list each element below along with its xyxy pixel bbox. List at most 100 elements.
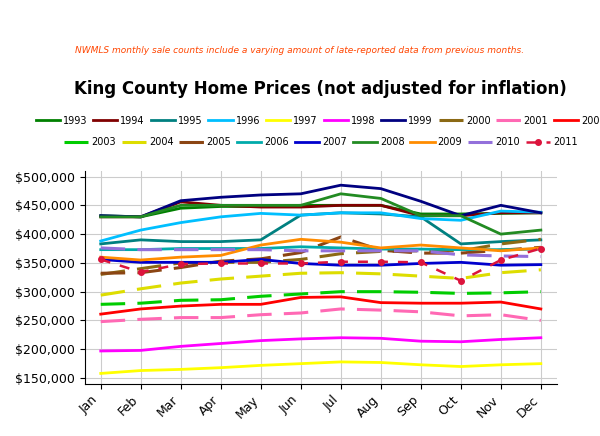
2011 [537,246,544,251]
2001 [257,312,265,317]
Line: 2003: 2003 [101,292,541,304]
2005 [97,271,104,276]
2009 [257,242,265,248]
2006 [177,246,184,251]
1997 [497,362,505,368]
2010 [257,247,265,252]
2007 [97,257,104,262]
2000 [377,249,385,254]
Line: 1995: 1995 [101,213,541,244]
1996 [537,210,544,215]
2006 [457,247,464,252]
2003 [297,291,304,296]
2000 [257,260,265,265]
2004 [257,273,265,279]
1998 [337,335,344,341]
2011 [257,261,265,266]
2004 [417,273,424,279]
1996 [217,214,224,219]
2011 [337,259,344,264]
1998 [537,335,544,341]
2000 [537,237,544,242]
Line: 2011: 2011 [98,246,544,283]
Line: 1993: 1993 [101,205,541,217]
2010 [537,254,544,259]
Line: 2000: 2000 [101,239,541,274]
2004 [137,286,145,291]
2008 [337,191,344,197]
1993 [457,211,464,217]
1994 [537,210,544,215]
2002 [177,303,184,309]
2002 [337,294,344,300]
2008 [257,203,265,208]
2008 [137,214,145,219]
1999 [177,198,184,203]
2003 [137,300,145,306]
2009 [297,237,304,242]
2010 [137,247,145,252]
1993 [257,204,265,209]
Line: 1999: 1999 [101,185,541,217]
1996 [497,208,505,214]
1996 [457,218,464,223]
1994 [97,214,104,219]
2006 [217,246,224,251]
1996 [177,220,184,225]
1997 [217,365,224,370]
2006 [537,246,544,252]
1998 [417,339,424,344]
1998 [137,348,145,353]
1999 [217,194,224,200]
2011 [497,257,505,262]
2010 [497,253,505,259]
2006 [497,247,505,252]
2001 [97,319,104,324]
2011 [457,278,464,283]
2001 [337,307,344,312]
1999 [457,213,464,218]
1999 [417,199,424,204]
2010 [377,248,385,253]
2003 [537,289,544,294]
Line: 2009: 2009 [101,239,541,260]
1993 [177,206,184,211]
2003 [337,289,344,294]
2008 [497,232,505,237]
2003 [97,302,104,307]
2006 [257,246,265,251]
1997 [457,364,464,369]
Line: 2001: 2001 [101,309,541,322]
2004 [337,270,344,275]
Line: 2007: 2007 [101,259,541,265]
2002 [257,302,265,307]
1993 [137,214,145,219]
Line: 2010: 2010 [101,248,541,256]
2011 [297,261,304,266]
2006 [97,247,104,252]
2007 [537,262,544,267]
2009 [417,242,424,248]
1994 [417,213,424,218]
1997 [257,363,265,368]
2002 [457,300,464,306]
1999 [137,214,145,219]
2000 [497,241,505,246]
2005 [497,248,505,253]
2011 [97,257,104,262]
2004 [377,271,385,276]
1994 [177,199,184,204]
2004 [217,276,224,282]
Line: 2004: 2004 [101,270,541,295]
1998 [217,341,224,346]
1997 [137,368,145,373]
2003 [377,289,385,294]
Line: 2008: 2008 [101,194,541,234]
1998 [377,336,385,341]
2000 [177,260,184,266]
1996 [137,228,145,233]
2006 [417,246,424,252]
1995 [377,211,385,217]
2002 [537,307,544,312]
1998 [257,338,265,343]
